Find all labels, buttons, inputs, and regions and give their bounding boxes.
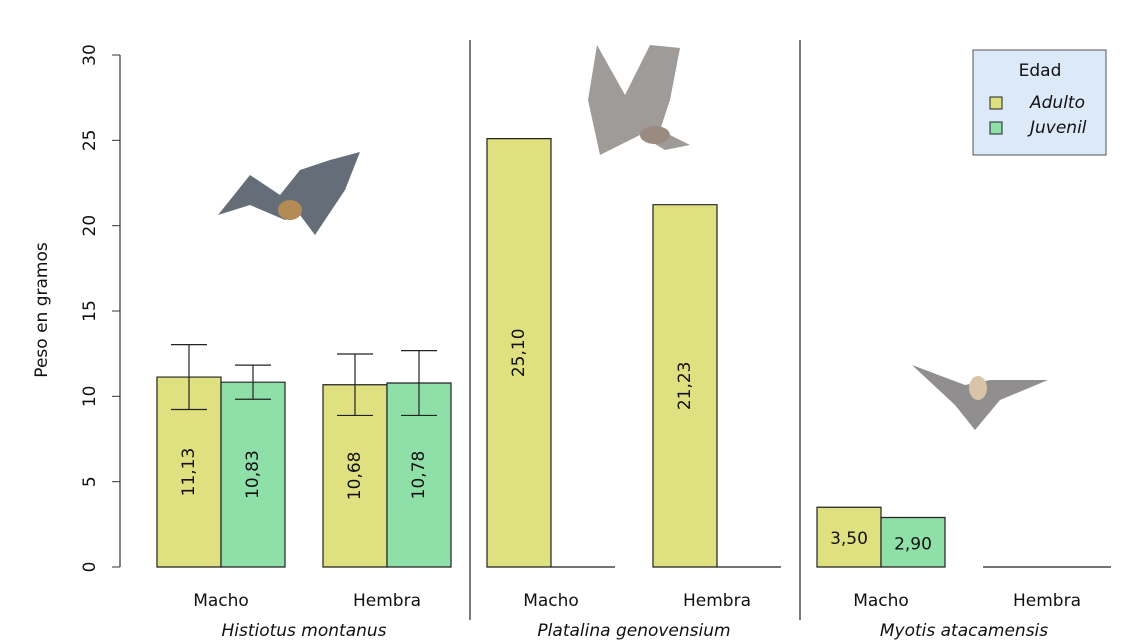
y-tick-label: 5 <box>80 476 100 487</box>
error-bar <box>171 344 207 411</box>
value-label: 2,90 <box>894 534 932 554</box>
bar <box>156 376 222 568</box>
bat-illustration <box>218 152 360 235</box>
y-tick-label: 10 <box>80 386 100 408</box>
bar <box>386 382 452 568</box>
bar <box>816 506 882 568</box>
y-axis-label: Peso en gramos <box>32 242 52 378</box>
panel-title: Histiotus montanus <box>221 621 386 641</box>
legend-swatch <box>989 121 1003 135</box>
panel-title: Platalina genovensium <box>537 621 730 641</box>
error-bar <box>401 349 437 417</box>
panel-title: Myotis atacamensis <box>880 621 1048 641</box>
x-tick-label: Hembra <box>353 591 421 611</box>
y-tick-label: 25 <box>80 130 100 152</box>
legend-label: Adulto <box>1029 93 1085 113</box>
y-tick-label: 0 <box>80 562 100 573</box>
legend-swatch <box>989 96 1003 110</box>
bar <box>220 381 286 568</box>
error-bar <box>235 364 271 400</box>
legend-title: Edad <box>1019 61 1062 81</box>
value-label: 25,10 <box>509 328 529 377</box>
x-tick-label: Hembra <box>683 591 751 611</box>
bar <box>486 138 552 568</box>
bat-illustration <box>588 45 690 155</box>
bar <box>652 204 718 568</box>
y-tick-label: 30 <box>80 44 100 66</box>
legend-label: Juvenil <box>1027 118 1087 138</box>
value-label: 10,78 <box>409 451 429 500</box>
x-tick-label: Macho <box>523 591 579 611</box>
value-label: 21,23 <box>675 362 695 411</box>
bar <box>880 516 946 568</box>
y-tick-label: 20 <box>80 215 100 237</box>
value-label: 3,50 <box>830 529 868 549</box>
bat-illustration <box>912 365 1048 430</box>
x-tick-label: Macho <box>193 591 249 611</box>
x-tick-label: Hembra <box>1013 591 1081 611</box>
value-label: 10,83 <box>243 450 263 499</box>
value-label: 10,68 <box>345 452 365 501</box>
value-label: 11,13 <box>179 448 199 497</box>
error-bar <box>337 353 373 417</box>
y-tick-label: 15 <box>80 300 100 322</box>
x-tick-label: Macho <box>853 591 909 611</box>
